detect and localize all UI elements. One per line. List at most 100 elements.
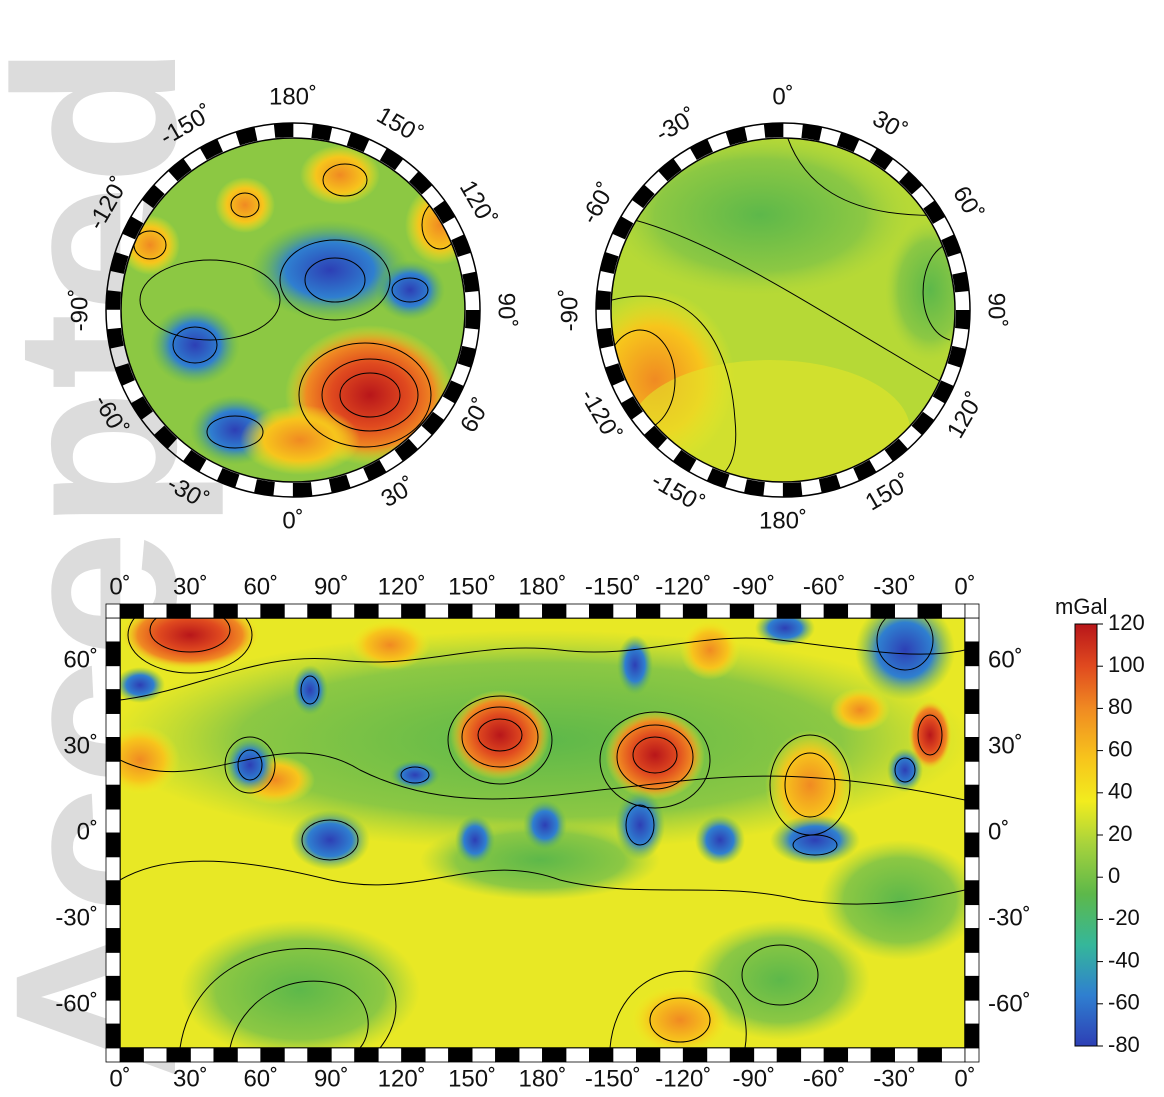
frame-segment [941,1047,966,1063]
top-lon-label: 30˚ [173,573,208,600]
frame-segment [729,1047,755,1063]
frame-segment [307,603,332,619]
south-polar-lon-label: 90˚ [983,293,1010,328]
frame-segment [917,1047,942,1063]
frame-segment [471,603,496,619]
frame-segment [424,603,450,619]
frame-segment [776,1047,802,1063]
bottom-lon-label: -150˚ [585,1065,641,1092]
frame-segment [354,1047,379,1063]
frame-segment [870,1047,895,1063]
frame-segment [964,856,980,882]
frame-segment [964,999,980,1025]
frame-segment [917,603,942,619]
frame-segment [105,1023,121,1049]
frame-segment [105,689,121,714]
frame-segment [682,603,708,619]
colorbar-tick-label: -80 [1108,1032,1140,1057]
frame-segment [401,1047,426,1063]
frame-segment [964,641,980,667]
frame-segment [190,1047,215,1063]
frame-segment [105,904,121,929]
frame-segment [307,1047,332,1063]
frame-segment [964,832,980,858]
frame-segment [565,1047,590,1063]
frame-segment [800,1047,825,1063]
left-lat-label: 0˚ [77,818,98,845]
bottom-lon-label: -120˚ [655,1065,711,1092]
frame-segment [823,1047,849,1063]
colorbar-tick-label: 60 [1108,736,1132,761]
frame-segment [190,603,215,619]
north-polar-lon-label: 0˚ [282,507,303,534]
frame-segment [964,904,980,929]
frame-segment [105,832,121,858]
frame-segment [682,1047,708,1063]
frame-segment [894,1047,919,1063]
frame-segment [119,1047,144,1063]
bottom-lon-label: 120˚ [378,1065,426,1092]
frame-segment [105,760,121,786]
bottom-lon-label: 0˚ [954,1065,975,1092]
north-polar-lon-label: 30˚ [377,472,421,513]
frame-segment [941,603,966,619]
top-lon-label: 120˚ [378,573,426,600]
north-polar-lon-label: 180˚ [269,83,317,110]
south-polar-lon-label: 60˚ [947,182,988,226]
frame-segment [706,1047,731,1063]
frame-segment [424,1047,450,1063]
frame-segment [635,1047,661,1063]
frame-segment [283,1047,309,1063]
south-polar-lon-label: 30˚ [868,105,912,146]
top-lon-label: 150˚ [448,573,496,600]
frame-segment [105,713,121,738]
left-lat-label: -30˚ [55,904,98,931]
left-lat-label: -60˚ [55,990,98,1017]
north-polar-lon-label: 120˚ [454,176,501,231]
frame-segment [706,603,731,619]
frame-segment [964,689,980,714]
frame-segment [119,603,144,619]
frame-segment [964,1047,980,1063]
colorbar-tick-label: -20 [1108,905,1140,930]
colorbar-tick-label: -60 [1108,990,1140,1015]
frame-segment [105,784,121,810]
frame-segment [635,603,661,619]
bottom-lon-label: -60˚ [803,1065,846,1092]
frame-segment [659,603,684,619]
bottom-lon-label: 30˚ [173,1065,208,1092]
frame-segment [143,1047,168,1063]
frame-segment [518,603,543,619]
frame-segment [800,603,825,619]
frame-segment [401,603,426,619]
south-polar-lon-label: -30˚ [651,103,701,148]
right-lat-label: -30˚ [988,904,1031,931]
frame-segment [354,603,379,619]
colorbar-tick-label: 0 [1108,863,1120,888]
right-lat-label: 60˚ [988,646,1023,673]
colorbar-tick-label: 20 [1108,821,1132,846]
frame-segment [105,808,121,834]
frame-segment [964,760,980,786]
bottom-lon-label: -90˚ [732,1065,775,1092]
bottom-lon-label: 0˚ [109,1065,130,1092]
top-lon-label: -120˚ [655,573,711,600]
left-lat-label: 60˚ [63,646,98,673]
frame-segment [753,1047,778,1063]
frame-segment [166,1047,191,1063]
north-polar-lon-label: 150˚ [372,102,427,149]
frame-segment [105,1047,121,1063]
frame-segment [847,1047,872,1063]
frame-segment [105,880,121,906]
frame-segment [213,1047,238,1063]
frame-segment [495,603,520,619]
frame-segment [260,1047,285,1063]
bottom-lon-label: 60˚ [243,1065,278,1092]
frame-segment [964,880,980,906]
top-lon-label: -90˚ [732,573,775,600]
frame-segment [105,665,121,691]
south-polar-lon-label: -60˚ [576,178,621,228]
frame-segment [105,617,121,643]
frame-segment [964,928,980,953]
